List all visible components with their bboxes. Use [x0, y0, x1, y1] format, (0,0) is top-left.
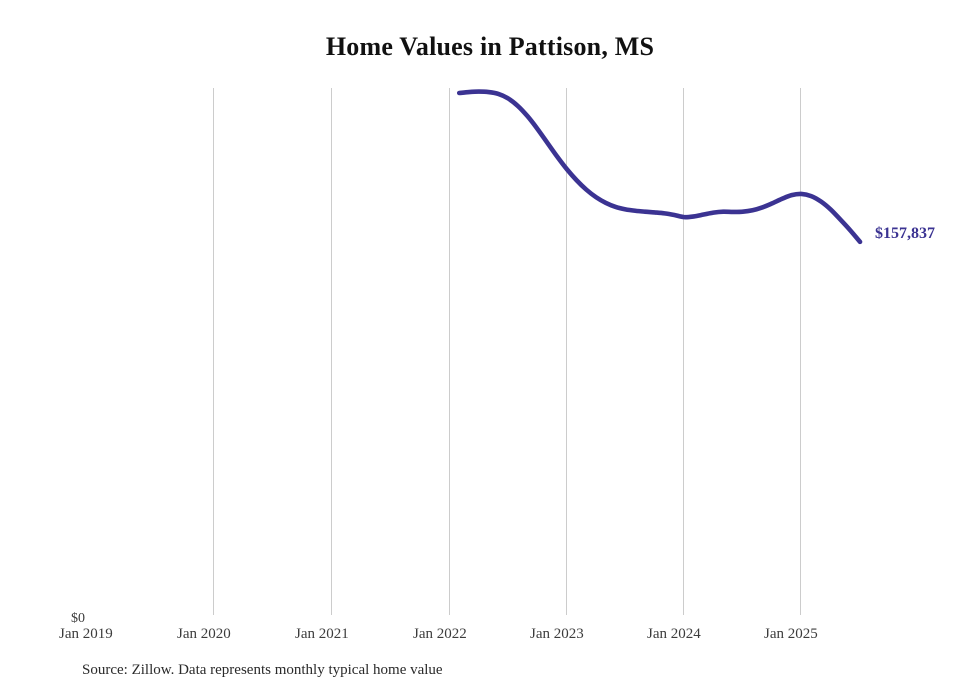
x-tick-label-jan-2022: Jan 2022: [413, 626, 467, 642]
home-value-line: [456, 89, 863, 245]
y-tick-label-zero: $0: [71, 611, 85, 626]
x-tick-label-jan-2025: Jan 2025: [764, 626, 818, 642]
x-tick-label-jan-2021: Jan 2021: [295, 626, 349, 642]
x-tick-label-jan-2024: Jan 2024: [647, 626, 701, 642]
x-tick-label-jan-2023: Jan 2023: [530, 626, 584, 642]
x-tick-label-jan-2019: Jan 2019: [59, 626, 113, 642]
x-tick-label-jan-2020: Jan 2020: [177, 626, 231, 642]
chart-title: Home Values in Pattison, MS: [325, 32, 655, 61]
source-note: Source: Zillow. Data represents monthly …: [82, 662, 443, 678]
end-value-label: $157,837: [875, 224, 936, 242]
gridlines: [213, 88, 801, 615]
